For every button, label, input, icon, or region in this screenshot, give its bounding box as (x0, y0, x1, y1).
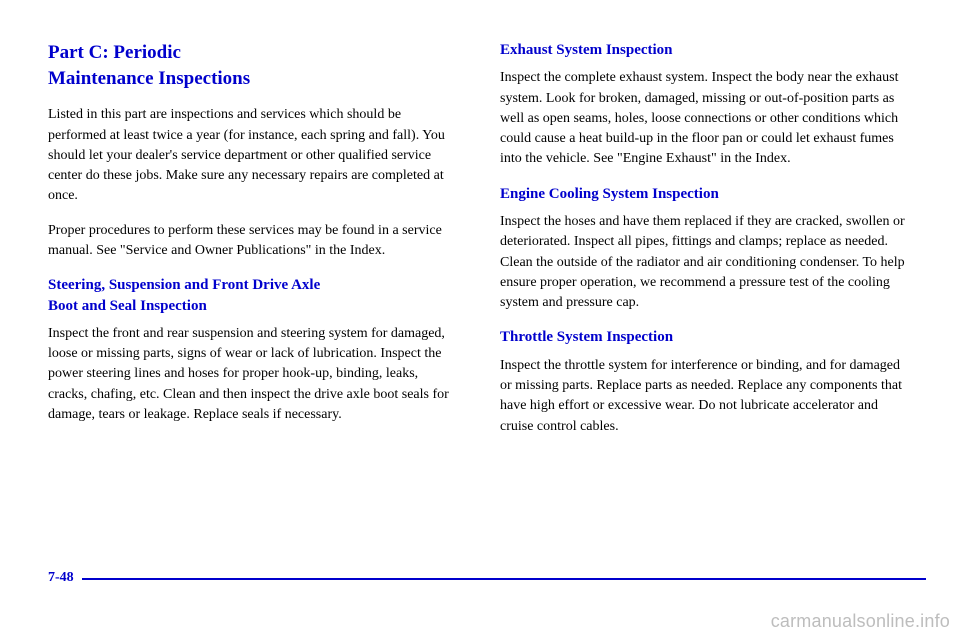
throttle-title: Throttle System Inspection (500, 327, 912, 347)
steering-title-line2: Boot and Seal Inspection (48, 298, 207, 314)
steering-title: Steering, Suspension and Front Drive Axl… (48, 275, 460, 316)
intro-paragraph-1: Listed in this part are inspections and … (48, 105, 460, 206)
left-column: Part C: Periodic Maintenance Inspections… (48, 40, 460, 451)
part-c-title-line1: Part C: Periodic (48, 42, 181, 63)
cooling-body: Inspect the hoses and have them replaced… (500, 212, 912, 313)
part-c-title: Part C: Periodic Maintenance Inspections (48, 40, 460, 91)
watermark-text: carmanualsonline.info (771, 611, 950, 632)
steering-title-line1: Steering, Suspension and Front Drive Axl… (48, 277, 320, 293)
page-content: Part C: Periodic Maintenance Inspections… (0, 0, 960, 451)
throttle-body: Inspect the throttle system for interfer… (500, 356, 912, 437)
part-c-title-line2: Maintenance Inspections (48, 68, 250, 89)
exhaust-title: Exhaust System Inspection (500, 40, 912, 60)
right-column: Exhaust System Inspection Inspect the co… (500, 40, 912, 451)
intro-paragraph-2: Proper procedures to perform these servi… (48, 221, 460, 262)
cooling-title: Engine Cooling System Inspection (500, 184, 912, 204)
steering-body: Inspect the front and rear suspension an… (48, 324, 460, 425)
footer-rule (82, 578, 926, 580)
page-number: 7-48 (48, 570, 74, 586)
exhaust-body: Inspect the complete exhaust system. Ins… (500, 68, 912, 169)
